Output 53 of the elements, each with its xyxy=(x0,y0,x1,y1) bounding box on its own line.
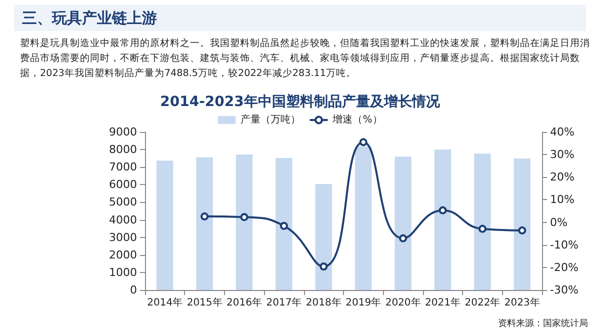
y-tick-label: 5000 xyxy=(109,196,137,209)
y2-tick-label: 30% xyxy=(550,148,574,162)
x-tick-label: 2018年 xyxy=(306,296,342,308)
x-tick-label: 2022年 xyxy=(464,296,500,308)
y-tick-label: 1000 xyxy=(109,266,137,279)
point xyxy=(438,206,447,214)
x-tick-label: 2015年 xyxy=(186,296,222,308)
bar xyxy=(394,156,412,290)
y-tick-label: 2000 xyxy=(109,248,137,262)
bar xyxy=(514,158,530,290)
y-tick-label: 6000 xyxy=(109,178,137,192)
x-tick-label: 2017年 xyxy=(266,296,302,308)
x-tick-label: 2014年 xyxy=(147,296,183,308)
bar xyxy=(156,160,174,290)
chart-title: 2014-2023年中国塑料制品产量及增长情况 xyxy=(160,93,441,110)
y-tick-label: 0 xyxy=(130,284,137,296)
point xyxy=(320,262,328,271)
point xyxy=(240,213,248,222)
y2-tick-label: -20% xyxy=(550,260,578,274)
legend-label: 增速（%） xyxy=(332,114,382,126)
x-tick-label: 2021年 xyxy=(425,296,460,308)
bar xyxy=(474,154,491,290)
y-tick-label: 3000 xyxy=(109,230,137,244)
y2-tick-label: 0% xyxy=(550,216,568,229)
y2-tick-label: 20% xyxy=(550,170,574,184)
y-tick-label: 8000 xyxy=(109,143,137,156)
bar xyxy=(434,150,452,290)
y2-tick-label: 10% xyxy=(550,193,574,206)
y-tick-label: 4000 xyxy=(109,213,137,226)
bar xyxy=(196,157,213,290)
y-tick-label: 9000 xyxy=(109,126,137,138)
x-tick-label: 2019年 xyxy=(346,296,382,308)
text: 塑料是玩具制造业中最常用的原材料之一。我国塑料制品虽然起步较晚，但随着我国塑料工业的快速发展，塑料制品在满足日用消费品市场需要的同时，不断在下游包装、建筑与装饰、汽车、机械、家电等领域得到应用，产销量逐步提高。根据国家统计局数据，2023年我国塑料制品产量为7488.5万吨，较2022年减少283.11万吨。 xyxy=(20,37,591,81)
x-tick-label: 2016年 xyxy=(226,296,262,308)
x-tick-label: 2023年 xyxy=(504,296,540,308)
y-tick-label: 7000 xyxy=(109,160,137,174)
point xyxy=(399,234,408,242)
point xyxy=(200,212,209,220)
point xyxy=(359,138,368,146)
y2-tick-label: 40% xyxy=(550,126,574,138)
x-tick-label: 2020年 xyxy=(385,296,421,308)
legend-label: 产量（万吨） xyxy=(240,114,301,126)
point xyxy=(280,222,288,230)
text: 资料来源：国家统计局 xyxy=(498,318,588,330)
bar xyxy=(276,158,292,290)
point xyxy=(478,224,486,233)
y2-tick-label: -10% xyxy=(550,238,578,252)
bar xyxy=(355,146,372,290)
y2-tick-label: -30% xyxy=(550,284,578,296)
bar xyxy=(236,154,253,290)
bar xyxy=(315,184,332,290)
text: 三、玩具产业链上游 xyxy=(14,5,586,31)
point xyxy=(518,226,526,234)
